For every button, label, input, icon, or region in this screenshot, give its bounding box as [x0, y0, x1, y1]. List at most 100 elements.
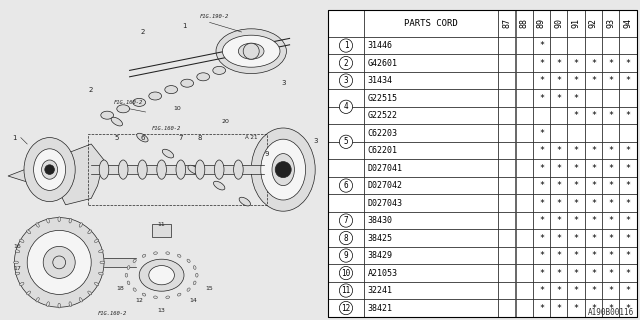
Bar [364, 247, 498, 264]
Text: 32241: 32241 [367, 286, 392, 295]
Text: *: * [608, 234, 613, 243]
Text: F1G.160-2: F1G.160-2 [97, 311, 127, 316]
Bar [620, 124, 637, 142]
Bar [533, 229, 550, 247]
Text: *: * [626, 234, 630, 243]
Ellipse shape [116, 105, 129, 113]
Bar [585, 159, 602, 177]
Text: *: * [626, 76, 630, 85]
Bar [515, 124, 533, 142]
Bar [602, 194, 620, 212]
Bar [620, 72, 637, 89]
Text: *: * [539, 268, 544, 277]
Bar [498, 282, 515, 299]
Ellipse shape [187, 288, 190, 291]
Text: 11: 11 [341, 286, 351, 295]
Bar [533, 247, 550, 264]
Ellipse shape [58, 303, 60, 308]
Bar [550, 212, 568, 229]
Bar [585, 72, 602, 89]
Bar [550, 299, 568, 317]
Bar [364, 264, 498, 282]
Ellipse shape [195, 160, 205, 179]
Text: *: * [591, 268, 596, 277]
Text: *: * [608, 59, 613, 68]
Ellipse shape [88, 291, 92, 295]
Bar [364, 107, 498, 124]
Bar [585, 247, 602, 264]
Ellipse shape [99, 250, 103, 252]
Text: *: * [608, 198, 613, 208]
Bar [498, 142, 515, 159]
Text: 7: 7 [344, 216, 348, 225]
Bar [498, 124, 515, 142]
Circle shape [27, 230, 91, 294]
Bar [602, 264, 620, 282]
Text: 2: 2 [344, 59, 348, 68]
Text: PARTS CORD: PARTS CORD [404, 19, 458, 28]
Bar [550, 264, 568, 282]
Bar [620, 10, 637, 37]
Text: *: * [556, 164, 561, 172]
Text: F1G.160-2: F1G.160-2 [113, 100, 143, 105]
Ellipse shape [127, 281, 130, 285]
Text: *: * [608, 181, 613, 190]
Bar [533, 107, 550, 124]
Text: C62201: C62201 [367, 146, 397, 155]
Circle shape [243, 43, 259, 59]
Ellipse shape [100, 261, 105, 264]
Bar [498, 10, 515, 37]
Circle shape [339, 231, 353, 245]
Text: *: * [539, 251, 544, 260]
Bar [364, 194, 498, 212]
Text: 92: 92 [589, 18, 598, 28]
Text: 3: 3 [281, 80, 285, 86]
Ellipse shape [27, 291, 31, 295]
Circle shape [339, 135, 353, 148]
Text: 93: 93 [606, 18, 615, 28]
Bar [602, 212, 620, 229]
Text: *: * [556, 93, 561, 102]
Bar [533, 282, 550, 299]
Bar [498, 194, 515, 212]
Text: 6: 6 [140, 135, 145, 140]
Bar [585, 229, 602, 247]
Text: *: * [591, 198, 596, 208]
Bar [498, 72, 515, 89]
Text: *: * [608, 286, 613, 295]
Bar [498, 264, 515, 282]
Text: *: * [539, 304, 544, 313]
Bar [568, 54, 585, 72]
Bar [602, 229, 620, 247]
Text: *: * [608, 164, 613, 172]
Text: *: * [556, 251, 561, 260]
Text: *: * [556, 304, 561, 313]
Bar [515, 247, 533, 264]
Bar [515, 107, 533, 124]
Bar [568, 142, 585, 159]
Text: 7: 7 [179, 135, 183, 140]
Text: A 21: A 21 [245, 135, 257, 140]
Text: *: * [539, 93, 544, 102]
Bar [364, 212, 498, 229]
Bar [498, 212, 515, 229]
Bar [602, 107, 620, 124]
Bar [328, 212, 364, 229]
Bar [602, 124, 620, 142]
Text: *: * [573, 146, 579, 155]
Bar [328, 177, 364, 194]
Text: *: * [556, 216, 561, 225]
Bar [585, 37, 602, 54]
Text: *: * [626, 251, 630, 260]
Text: 16: 16 [13, 244, 22, 249]
Circle shape [14, 218, 104, 307]
Text: *: * [556, 181, 561, 190]
Bar [515, 72, 533, 89]
Bar [620, 142, 637, 159]
Ellipse shape [139, 259, 184, 291]
Bar [515, 282, 533, 299]
Text: 20: 20 [221, 119, 230, 124]
Bar [364, 229, 498, 247]
Text: *: * [626, 59, 630, 68]
Ellipse shape [69, 218, 72, 223]
